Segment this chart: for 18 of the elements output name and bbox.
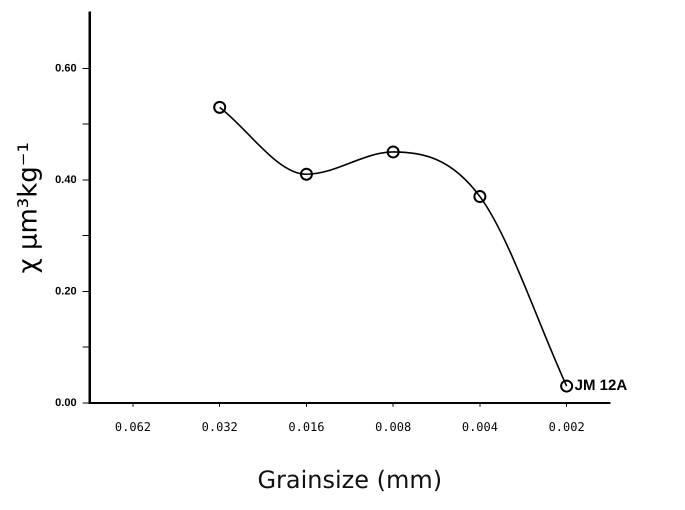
x-tick-label: 0.004	[462, 420, 498, 434]
y-tick-label: 0.60	[55, 62, 77, 74]
x-axis-title: Grainsize (mm)	[257, 466, 442, 494]
x-tick-label: 0.016	[288, 420, 324, 434]
x-tick-label: 0.008	[375, 420, 412, 434]
x-tick-label: 0.002	[548, 420, 585, 434]
point	[300, 168, 313, 181]
point	[213, 100, 226, 114]
y-tick-label: 0.40	[55, 174, 77, 186]
y-axis-title: χ μm³kg⁻¹	[13, 142, 44, 274]
y-tick-label: 0.00	[55, 396, 77, 409]
x-tick-label: 0.032	[202, 420, 238, 434]
point	[473, 190, 486, 204]
point	[386, 145, 400, 158]
annotation: JM 12A	[574, 377, 628, 394]
point	[560, 380, 574, 393]
x-tick-label: 0.062	[114, 420, 152, 434]
y-tick-label: 0.20	[55, 285, 77, 298]
